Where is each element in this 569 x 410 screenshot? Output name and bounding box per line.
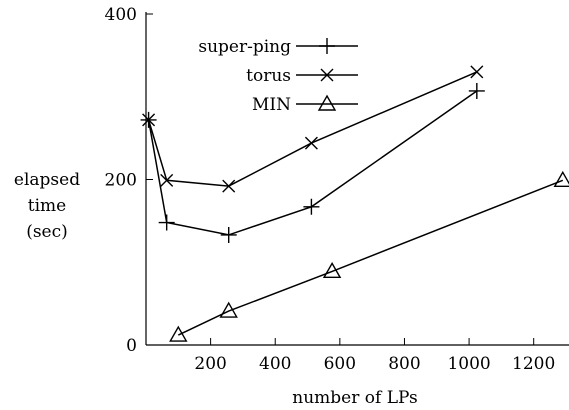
y-tick-label: 400	[105, 5, 137, 25]
data-point-torus	[470, 65, 484, 79]
data-point-min	[553, 170, 569, 188]
x-tick-label: 1000	[447, 354, 490, 374]
x-tick-label: 800	[388, 354, 420, 374]
legend: super-ping torus MIN	[198, 37, 358, 115]
series-group	[140, 65, 569, 342]
data-point-min	[322, 261, 342, 279]
data-point-torus	[142, 113, 156, 127]
x-tick-label: 600	[324, 354, 356, 374]
chart-axes	[145, 12, 569, 346]
x-tick-label: 200	[194, 354, 226, 374]
data-point-torus	[304, 136, 318, 150]
x-axis-label: number of LPs	[292, 388, 417, 408]
legend-label-min: MIN	[252, 95, 291, 115]
data-point-super-ping	[158, 214, 175, 231]
y-axis-label-line-2: time	[28, 196, 66, 216]
legend-label-torus: torus	[246, 66, 291, 86]
data-point-min	[169, 325, 188, 342]
legend-marker-min	[317, 94, 337, 111]
data-point-torus	[160, 173, 174, 187]
series-line-super-ping	[147, 90, 478, 236]
data-point-super-ping	[468, 82, 485, 99]
series-super-ping	[140, 82, 485, 243]
data-point-super-ping	[220, 226, 237, 243]
legend-marker-torus	[320, 68, 334, 82]
y-axis-label-line-1: elapsed	[14, 170, 80, 190]
y-axis-label-line-3: (sec)	[26, 222, 68, 242]
legend-marker-super-ping	[319, 38, 335, 54]
series-line-torus	[147, 71, 478, 187]
y-tick-label: 200	[105, 171, 137, 191]
data-point-torus	[222, 179, 236, 193]
data-point-min	[219, 301, 238, 318]
series-min	[169, 170, 569, 342]
x-tick-label: 400	[259, 354, 291, 374]
series-torus	[142, 65, 484, 193]
legend-label-super-ping: super-ping	[198, 37, 291, 57]
x-tick-label: 1200	[512, 354, 555, 374]
axis-ticks: 200 400 600 800 1000 1200 0 200 400	[105, 5, 556, 374]
series-line-min	[177, 179, 564, 336]
y-tick-label: 0	[126, 336, 137, 356]
data-point-super-ping	[303, 198, 320, 215]
